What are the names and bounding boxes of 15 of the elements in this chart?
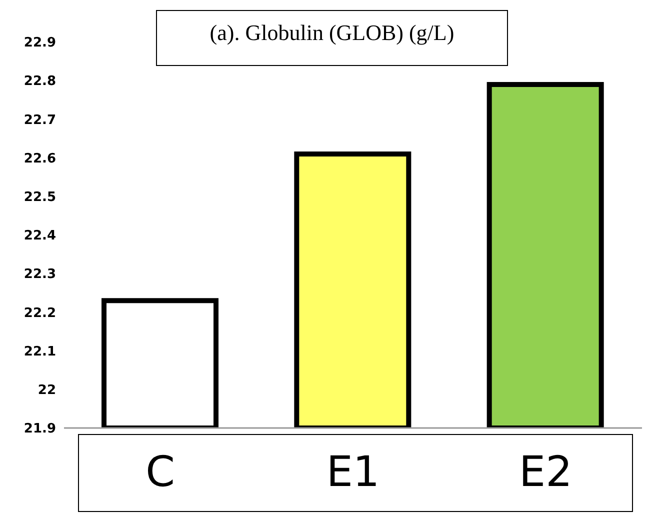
y-tick-label: 22.7: [24, 112, 56, 128]
y-tick-label: 22.8: [24, 74, 56, 90]
y-tick-label: 22.1: [24, 344, 56, 360]
y-tick-label: 21.9: [24, 422, 56, 437]
x-tick-label: C: [146, 447, 175, 496]
y-tick-label: 22.3: [24, 267, 56, 282]
x-tick-label: E2: [519, 447, 572, 496]
y-tick-label: 22.9: [24, 36, 56, 51]
y-tick-label: 22.5: [24, 190, 56, 206]
y-tick-label: 22.6: [24, 151, 56, 166]
y-tick-label: 22: [38, 383, 56, 398]
x-tick-label: E1: [326, 447, 380, 496]
y-tick-label: 22.4: [24, 228, 56, 244]
y-tick-label: 22.2: [24, 306, 56, 321]
chart-title: (a). Globulin (GLOB) (g/L): [208, 20, 456, 46]
